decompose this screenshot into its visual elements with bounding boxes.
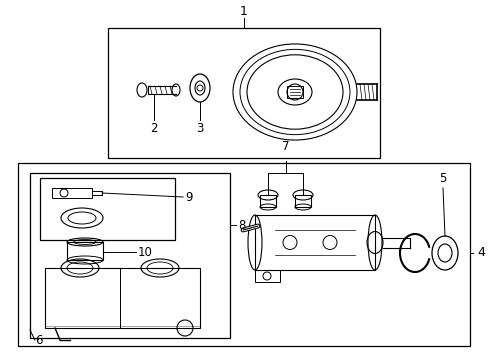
Bar — [260, 195, 275, 207]
Text: 6: 6 — [35, 333, 42, 346]
Bar — [294, 195, 310, 207]
Bar — [286, 86, 303, 98]
Bar — [30, 173, 229, 338]
Text: 5: 5 — [438, 172, 446, 185]
Bar — [40, 178, 175, 240]
Text: 4: 4 — [476, 247, 484, 260]
Bar — [254, 215, 374, 270]
Bar — [108, 28, 379, 158]
Text: 8: 8 — [238, 219, 245, 231]
Text: 2: 2 — [150, 122, 158, 135]
Bar — [254, 270, 280, 282]
Text: 9: 9 — [184, 190, 192, 203]
Text: 10: 10 — [138, 246, 153, 258]
Text: 7: 7 — [281, 140, 289, 153]
Bar — [52, 188, 92, 198]
Text: 1: 1 — [240, 5, 247, 18]
Bar — [67, 242, 103, 260]
Bar — [45, 268, 200, 328]
Bar — [18, 163, 469, 346]
Text: 3: 3 — [196, 122, 203, 135]
